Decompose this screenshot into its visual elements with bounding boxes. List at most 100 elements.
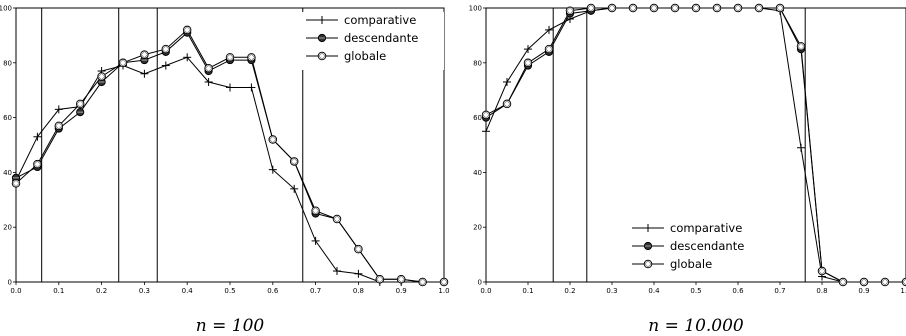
- legend-marker-descendante: [643, 241, 653, 251]
- x-tick-label: 0.2: [96, 287, 107, 295]
- x-tick-label: 0.7: [774, 287, 785, 295]
- x-tick-label: 0.8: [816, 287, 827, 295]
- data-point-comparative: [333, 267, 341, 276]
- y-tick-label: 60: [3, 114, 12, 122]
- legend: comparative descendante globale: [628, 220, 768, 278]
- chart-right: 0.0 0.1 0.2 0.3 0.4 0.5 0.6 0.7 0.8 0.9 1.0 0 20 40 60…: [469, 3, 906, 336]
- data-point-globale: [607, 3, 617, 13]
- chart-left: 0.0 0.1 0.2 0.3 0.4 0.5 0.6 0.7 0.8 0.9 1.0 0 20 40 60…: [0, 5, 450, 336]
- legend-label-globale: globale: [670, 257, 712, 271]
- x-tick-label: 0.4: [182, 287, 194, 295]
- y-tick-label: 0: [478, 279, 482, 287]
- data-point-comparative: [482, 127, 490, 136]
- data-point-globale: [649, 3, 659, 13]
- legend-label-comparative: comparative: [670, 221, 742, 235]
- data-point-comparative: [226, 83, 234, 92]
- x-tick-label: 0.3: [606, 287, 617, 295]
- chart-caption: n = 10.000: [648, 316, 744, 336]
- data-point-globale: [54, 121, 64, 131]
- data-point-globale: [268, 135, 278, 144]
- data-point-globale: [880, 277, 890, 287]
- data-point-comparative: [247, 83, 256, 92]
- chart-caption: n = 100: [196, 316, 265, 336]
- y-tick-label: 100: [0, 5, 12, 13]
- data-point-globale: [311, 206, 320, 216]
- data-point-comparative: [268, 165, 277, 174]
- data-point-globale: [817, 266, 827, 276]
- data-point-globale: [775, 3, 785, 13]
- x-tick-label: 0.0: [480, 287, 491, 295]
- data-point-globale: [97, 72, 106, 81]
- data-point-globale: [796, 42, 806, 51]
- x-tick-label: 0.5: [224, 287, 235, 295]
- legend-marker-descendante: [317, 33, 327, 43]
- data-point-globale: [523, 58, 533, 68]
- data-point-globale: [118, 58, 128, 68]
- data-point-globale: [712, 3, 722, 13]
- x-tick-label: 0.8: [353, 287, 364, 295]
- data-point-globale: [225, 53, 235, 62]
- data-point-descendante: [76, 108, 85, 117]
- x-tick-label: 0.5: [690, 287, 701, 295]
- data-point-globale: [289, 157, 299, 166]
- data-point-globale: [354, 244, 363, 254]
- x-tick-label: 1.0: [900, 287, 906, 295]
- y-tick-label: 80: [473, 59, 482, 67]
- x-tick-label: 0.1: [522, 287, 533, 295]
- x-tick-label: 0.3: [139, 287, 150, 295]
- y-tick-label: 80: [3, 59, 12, 67]
- y-tick-label: 40: [3, 169, 12, 177]
- legend-box: [302, 12, 444, 70]
- y-tick-label: 20: [3, 224, 12, 232]
- data-point-globale: [247, 53, 256, 62]
- legend-label-comparative: comparative: [344, 13, 416, 27]
- data-point-comparative: [161, 61, 170, 70]
- y-tick-label: 40: [473, 169, 482, 177]
- x-tick-label: 0.7: [310, 287, 321, 295]
- legend-box: [628, 220, 768, 278]
- data-point-comparative: [290, 184, 299, 193]
- data-point-comparative: [797, 143, 805, 152]
- data-point-comparative: [140, 69, 149, 78]
- data-point-comparative: [354, 269, 363, 278]
- data-point-globale: [75, 99, 85, 109]
- data-point-globale: [544, 44, 554, 54]
- data-point-globale: [161, 44, 171, 54]
- data-point-globale: [439, 277, 449, 287]
- y-tick-label: 0: [8, 279, 12, 287]
- y-tick-label: 20: [473, 224, 482, 232]
- data-point-comparative: [54, 105, 63, 114]
- y-tick-label: 100: [469, 5, 482, 13]
- data-point-comparative: [503, 77, 511, 86]
- legend-label-globale: globale: [344, 49, 386, 63]
- data-point-globale: [502, 99, 512, 109]
- data-point-globale: [628, 3, 638, 13]
- data-point-globale: [332, 214, 342, 224]
- legend-marker-comparative: [644, 224, 652, 232]
- data-point-globale: [586, 3, 596, 13]
- data-point-globale: [670, 3, 680, 13]
- x-tick-label: 0.2: [564, 287, 575, 295]
- legend-label-descendante: descendante: [344, 31, 418, 45]
- data-point-globale: [204, 64, 213, 73]
- data-point-globale: [33, 159, 42, 169]
- x-tick-label: 1.0: [438, 287, 449, 295]
- data-point-globale: [182, 25, 192, 35]
- data-point-comparative: [204, 77, 213, 86]
- series-line-descendante: [15, 31, 444, 283]
- x-tick-label: 0.1: [53, 287, 64, 295]
- data-point-globale: [838, 277, 848, 287]
- legend-marker-comparative: [318, 16, 326, 24]
- legend-label-descendante: descendante: [670, 239, 744, 253]
- legend: comparative descendante globale: [302, 12, 444, 70]
- x-tick-label: 0.6: [732, 287, 744, 295]
- data-point-globale: [565, 6, 575, 15]
- data-point-globale: [140, 50, 149, 59]
- data-point-comparative: [524, 45, 532, 54]
- legend-marker-globale: [643, 259, 653, 269]
- data-point-globale: [396, 275, 406, 284]
- data-point-globale: [733, 3, 743, 13]
- data-point-globale: [754, 3, 764, 13]
- legend-marker-globale: [317, 51, 327, 61]
